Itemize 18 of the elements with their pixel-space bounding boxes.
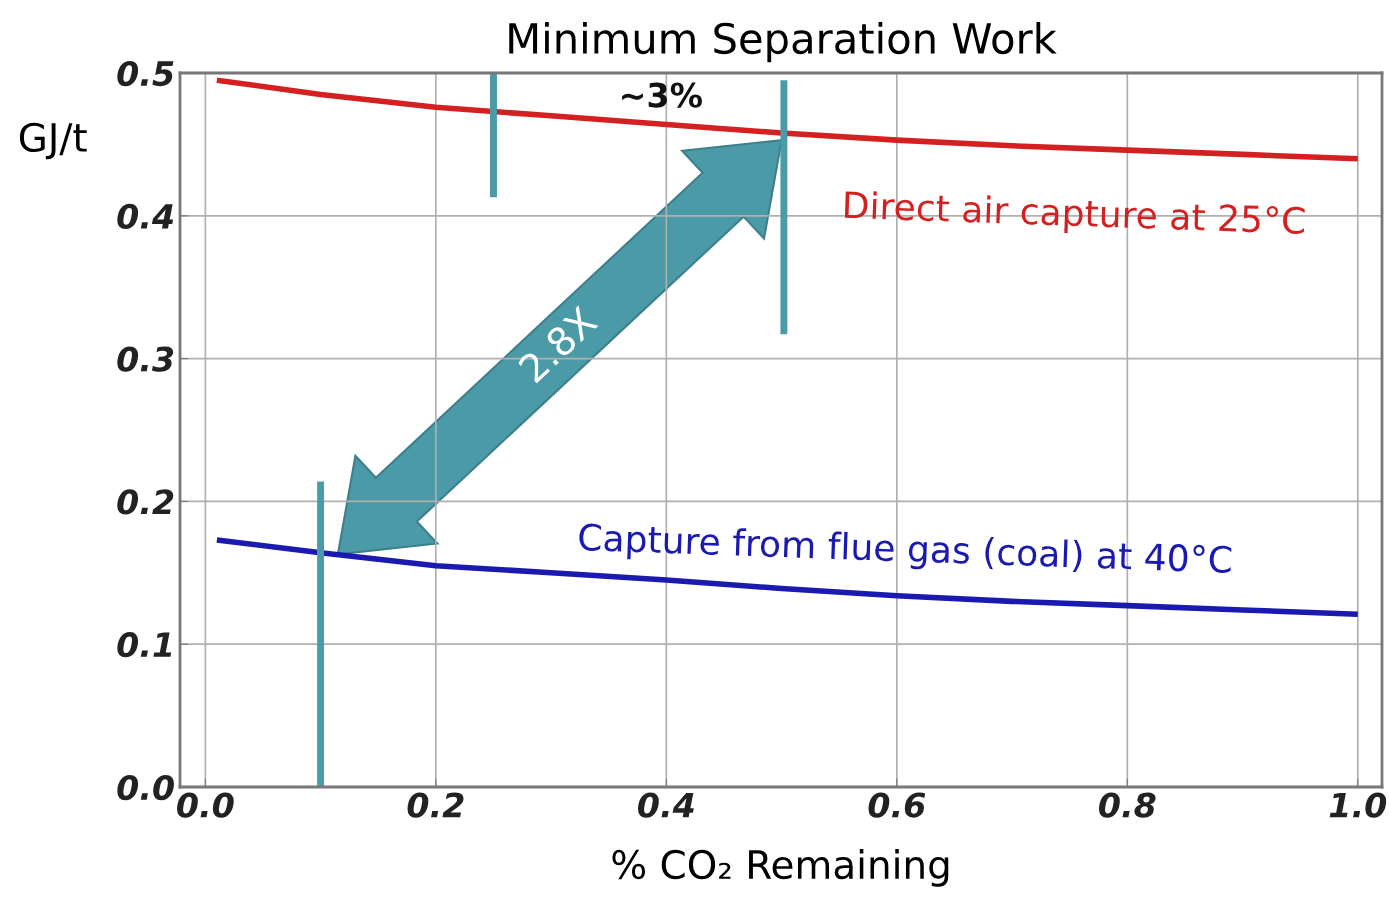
y-tick-label: 0.4 — [117, 203, 174, 229]
chart-title: Minimum Separation Work — [509, 21, 1057, 63]
y-tick-label: 0.5 — [117, 60, 174, 87]
x-tick-label: 1.0 — [1329, 792, 1387, 818]
y-tick-label: 0.2 — [117, 489, 174, 515]
y-tick-label: 0.1 — [117, 632, 172, 658]
x-tick-label: 0.2 — [407, 792, 464, 818]
x-tick-label: 0.4 — [638, 792, 694, 818]
x-tick-label: 0.0 — [177, 792, 234, 818]
series-label: Capture from flue gas (coal) at 40°C — [578, 522, 1232, 581]
annotation: ~3% — [622, 82, 702, 108]
y-tick-label: 0.3 — [117, 346, 174, 372]
series-label: Direct air capture at 25°C — [844, 190, 1305, 242]
y-tick-label: 0.0 — [117, 774, 174, 801]
x-tick-label: 0.6 — [868, 792, 926, 818]
y-axis-title: GJ/t — [19, 122, 87, 160]
x-axis-title: % CO₂ Remaining — [612, 849, 949, 887]
x-tick-label: 0.8 — [1098, 792, 1156, 818]
